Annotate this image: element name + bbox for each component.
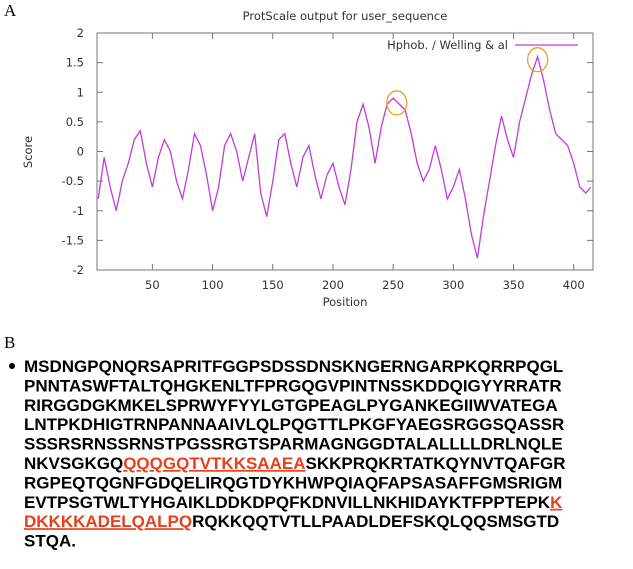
sequence-segment: SSSRSRNSSRNSTPGSSRGTSPARMAGNGGDTALALLLLD… xyxy=(24,435,563,454)
x-tick-label: 300 xyxy=(442,278,464,292)
plot-frame xyxy=(96,32,594,271)
chart-title: ProtScale output for user_sequence xyxy=(243,9,448,23)
y-tick-label: -1 xyxy=(73,204,84,218)
panel-label: A xyxy=(4,1,17,20)
sequence-line: SSSRSRNSSRNSTPGSSRGTSPARMAGNGGDTALALLLLD… xyxy=(24,435,563,454)
sequence-line: STQA. xyxy=(24,532,76,551)
bullet xyxy=(9,363,15,369)
x-tick-label: 250 xyxy=(382,278,404,292)
y-tick-label: -2 xyxy=(73,263,84,277)
y-tick-label: 1 xyxy=(77,85,84,99)
sequence-segment: RIRGGDGKMKELSPRWYFYYLGTGPEAGLPYGANKEGIIW… xyxy=(24,396,558,415)
y-axis-label: Score xyxy=(21,136,35,168)
x-tick-label: 350 xyxy=(503,278,525,292)
highlight-circle xyxy=(386,90,408,116)
y-tick-label: -0.5 xyxy=(62,174,84,188)
sequence-segment: PNNTASWFTALTQHGKENLTFPRGQGVPINTNSSKDDQIG… xyxy=(24,376,562,395)
sequence-segment: LNTPKDHIGTRNPANNAAIVLQLPQGTTLPKGFYAEGSRG… xyxy=(24,415,564,434)
highlighted-segment: DKKKKADELQALPQ xyxy=(24,512,192,531)
y-tick-label: -1.5 xyxy=(62,233,84,247)
y-tick-label: 1.5 xyxy=(66,56,84,70)
highlighted-segment: QQQGQTVTKKSAAEA xyxy=(123,454,305,473)
sequence-line: RIRGGDGKMKELSPRWYFYYLGTGPEAGLPYGANKEGIIW… xyxy=(24,396,558,415)
sequence-line: PNNTASWFTALTQHGKENLTFPRGQGVPINTNSSKDDQIG… xyxy=(24,376,562,395)
sequence-segment: STQA. xyxy=(24,532,76,551)
x-axis-label: Position xyxy=(323,295,368,309)
legend-label: Hphob. / Welling & al xyxy=(387,38,508,52)
sequence-line: NKVSGKGQQQQGQTVTKKSAAEASKKPRQKRTATKQYNVT… xyxy=(24,454,566,473)
x-tick-label: 400 xyxy=(563,278,585,292)
sequence-line: EVTPSGTWLTYHGAIKLDDKDPQFKDNVILLNKHIDAYKT… xyxy=(24,493,563,512)
sequence-line: RGPEQTQGNFGDQELIRQGTDYKHWPQIAQFAPSASAFFG… xyxy=(24,473,562,492)
sequence-segment: SKKPRQKRTATKQYNVTQAFGR xyxy=(305,454,565,473)
sequence-line: DKKKKADELQALPQRQKKQQTVTLLPAADLDEFSKQLQQS… xyxy=(24,512,559,531)
y-tick-label: 0.5 xyxy=(66,115,84,129)
sequence-line: MSDNGPQNQRSAPRITFGGPSDSSDNSKNGERNGARPKQR… xyxy=(24,357,563,376)
panel-label: B xyxy=(4,333,15,352)
sequence-segment: RQKKQQTVTLLPAADLDEFSKQLQQSMSGTD xyxy=(192,512,559,531)
y-tick-label: 2 xyxy=(77,26,84,40)
sequence-line: LNTPKDHIGTRNPANNAAIVLQLPQGTTLPKGFYAEGSRG… xyxy=(24,415,564,434)
sequence-segment: EVTPSGTWLTYHGAIKLDDKDPQFKDNVILLNKHIDAYKT… xyxy=(24,493,551,512)
sequence-segment: MSDNGPQNQRSAPRITFGGPSDSSDNSKNGERNGARPKQR… xyxy=(24,357,563,376)
sequence-segment: NKVSGKGQ xyxy=(24,454,123,473)
sequence-segment: RGPEQTQGNFGDQELIRQGTDYKHWPQIAQFAPSASAFFG… xyxy=(24,473,562,492)
y-tick-label: 0 xyxy=(77,145,84,159)
x-tick-label: 150 xyxy=(262,278,284,292)
x-tick-label: 100 xyxy=(202,278,224,292)
x-tick-label: 200 xyxy=(322,278,344,292)
highlight-circle xyxy=(526,47,549,73)
highlighted-segment: K xyxy=(550,493,563,512)
data-line xyxy=(97,54,592,259)
x-tick-label: 50 xyxy=(145,278,160,292)
